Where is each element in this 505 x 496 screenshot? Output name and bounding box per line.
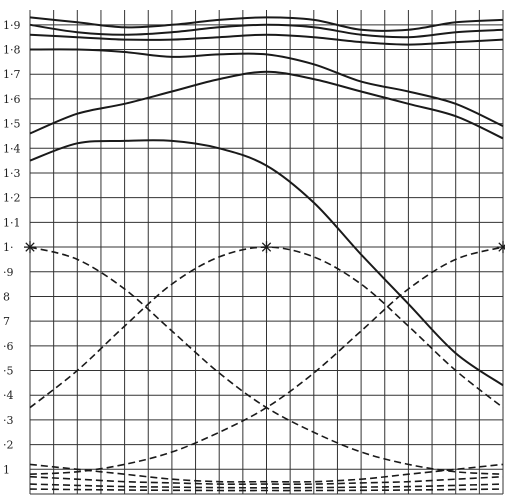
y-tick-label: ·9 bbox=[3, 266, 14, 279]
y-tick-label: 1·1 bbox=[3, 216, 21, 229]
y-tick-label: ·4 bbox=[3, 389, 14, 402]
y-tick-label: ·6 bbox=[3, 340, 14, 353]
star-marker bbox=[261, 241, 273, 253]
y-tick-label: 1·5 bbox=[3, 118, 21, 131]
y-tick-label: ·5 bbox=[3, 365, 14, 378]
y-tick-label: 1·8 bbox=[3, 44, 21, 57]
y-tick-label: 1·7 bbox=[3, 68, 21, 81]
y-tick-label: 1·4 bbox=[3, 142, 21, 155]
y-tick-label: 1·6 bbox=[3, 93, 21, 106]
y-tick-label: 1·2 bbox=[3, 192, 21, 205]
y-tick-label: 1·9 bbox=[3, 19, 21, 32]
y-tick-label: 8 bbox=[3, 290, 10, 303]
y-tick-label: 1· bbox=[3, 241, 14, 254]
y-tick-label: ·3 bbox=[3, 414, 14, 427]
y-tick-label: ·2 bbox=[3, 439, 14, 452]
star-marker bbox=[24, 241, 36, 253]
y-tick-label: 1·3 bbox=[3, 167, 21, 180]
y-tick-label: 1 bbox=[3, 463, 10, 476]
y-tick-label: 7 bbox=[3, 315, 10, 328]
